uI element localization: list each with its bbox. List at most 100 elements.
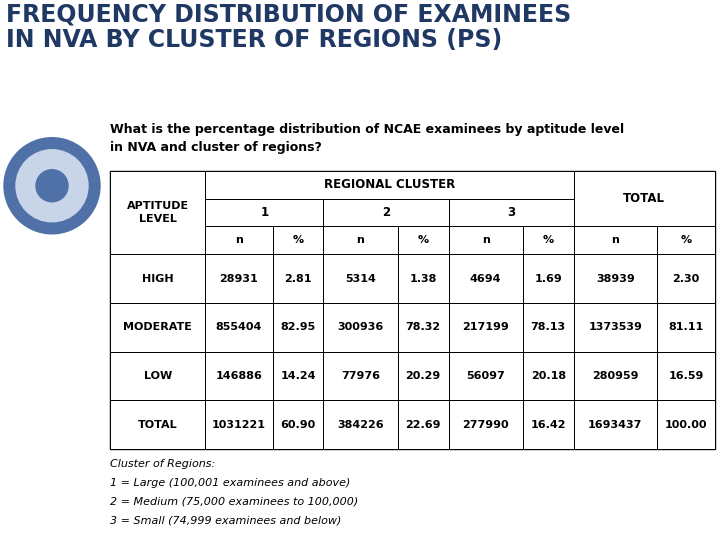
Text: n: n <box>611 235 619 245</box>
Text: 78.13: 78.13 <box>531 322 566 332</box>
Bar <box>657 303 715 352</box>
Text: 1 = Large (100,001 examinees and above): 1 = Large (100,001 examinees and above) <box>110 478 351 488</box>
Text: HIGH: HIGH <box>142 274 174 284</box>
Bar <box>523 254 574 303</box>
Bar <box>110 254 205 303</box>
Text: 2: 2 <box>382 206 390 219</box>
Bar <box>449 254 523 303</box>
Bar <box>273 226 323 254</box>
Text: APTITUDE
LEVEL: APTITUDE LEVEL <box>127 201 189 224</box>
Text: %: % <box>680 235 692 245</box>
Text: 56097: 56097 <box>467 371 505 381</box>
Bar <box>523 352 574 400</box>
Text: LOW: LOW <box>143 371 172 381</box>
Text: 22.69: 22.69 <box>405 420 441 430</box>
Text: 1031221: 1031221 <box>212 420 266 430</box>
Text: 77976: 77976 <box>341 371 380 381</box>
Bar <box>449 303 523 352</box>
Bar <box>523 400 574 449</box>
Text: 855404: 855404 <box>216 322 262 332</box>
Text: 20.18: 20.18 <box>531 371 566 381</box>
Text: 2.30: 2.30 <box>672 274 700 284</box>
Bar <box>110 400 205 449</box>
Bar <box>205 226 273 254</box>
Text: 81.11: 81.11 <box>668 322 703 332</box>
Bar <box>273 254 323 303</box>
Bar <box>110 171 715 449</box>
Bar <box>323 303 397 352</box>
Text: TOTAL: TOTAL <box>624 192 665 205</box>
Bar <box>323 226 397 254</box>
Text: TOTAL: TOTAL <box>138 420 178 430</box>
Bar <box>205 303 273 352</box>
Bar <box>110 303 205 352</box>
Text: 5314: 5314 <box>345 274 376 284</box>
Text: 1693437: 1693437 <box>588 420 642 430</box>
Bar <box>397 352 449 400</box>
Bar <box>205 199 323 226</box>
Bar <box>397 400 449 449</box>
Bar <box>574 352 657 400</box>
Text: %: % <box>418 235 428 245</box>
Text: 217199: 217199 <box>462 322 509 332</box>
Bar <box>205 171 574 199</box>
Text: 1.38: 1.38 <box>410 274 437 284</box>
Bar <box>449 400 523 449</box>
Bar <box>574 171 715 226</box>
Text: 1373539: 1373539 <box>588 322 642 332</box>
Bar <box>205 254 273 303</box>
Text: 300936: 300936 <box>338 322 384 332</box>
Bar <box>574 254 657 303</box>
Text: 3: 3 <box>507 206 515 219</box>
Text: 100.00: 100.00 <box>665 420 707 430</box>
Bar <box>523 226 574 254</box>
Text: 384226: 384226 <box>337 420 384 430</box>
Text: 277990: 277990 <box>462 420 509 430</box>
Bar <box>574 400 657 449</box>
Text: 280959: 280959 <box>592 371 639 381</box>
Text: 146886: 146886 <box>215 371 262 381</box>
Bar <box>397 303 449 352</box>
Circle shape <box>36 170 68 202</box>
Text: 60.90: 60.90 <box>280 420 315 430</box>
Bar <box>523 303 574 352</box>
Bar <box>657 226 715 254</box>
Text: 4694: 4694 <box>470 274 501 284</box>
Bar <box>273 352 323 400</box>
Bar <box>110 171 205 254</box>
Circle shape <box>16 150 88 222</box>
Text: 14.24: 14.24 <box>280 371 316 381</box>
Text: Cluster of Regions:: Cluster of Regions: <box>110 459 215 469</box>
Text: What is the percentage distribution of NCAE examinees by aptitude level
in NVA a: What is the percentage distribution of N… <box>110 123 624 154</box>
Bar <box>449 352 523 400</box>
Text: n: n <box>235 235 243 245</box>
Text: MODERATE: MODERATE <box>123 322 192 332</box>
Text: 16.59: 16.59 <box>668 371 703 381</box>
Text: 38939: 38939 <box>596 274 635 284</box>
Text: 82.95: 82.95 <box>280 322 315 332</box>
Text: 3 = Small (74,999 examinees and below): 3 = Small (74,999 examinees and below) <box>110 516 341 526</box>
Bar <box>273 303 323 352</box>
Bar <box>574 226 657 254</box>
Text: 1.69: 1.69 <box>534 274 562 284</box>
Text: 28931: 28931 <box>220 274 258 284</box>
Bar <box>449 226 523 254</box>
Text: 1: 1 <box>261 206 269 219</box>
Bar <box>205 352 273 400</box>
Text: n: n <box>482 235 490 245</box>
Bar <box>657 400 715 449</box>
Bar <box>657 254 715 303</box>
Text: %: % <box>543 235 554 245</box>
Text: 2 = Medium (75,000 examinees to 100,000): 2 = Medium (75,000 examinees to 100,000) <box>110 497 359 507</box>
Text: n: n <box>356 235 364 245</box>
Bar <box>273 400 323 449</box>
Bar <box>323 400 397 449</box>
Text: 16.42: 16.42 <box>531 420 566 430</box>
Text: FREQUENCY DISTRIBUTION OF EXAMINEES
IN NVA BY CLUSTER OF REGIONS (PS): FREQUENCY DISTRIBUTION OF EXAMINEES IN N… <box>6 2 571 52</box>
Text: REGIONAL CLUSTER: REGIONAL CLUSTER <box>324 178 455 191</box>
Bar <box>449 199 574 226</box>
Bar <box>574 303 657 352</box>
Bar <box>397 226 449 254</box>
Bar <box>397 254 449 303</box>
Bar <box>657 352 715 400</box>
